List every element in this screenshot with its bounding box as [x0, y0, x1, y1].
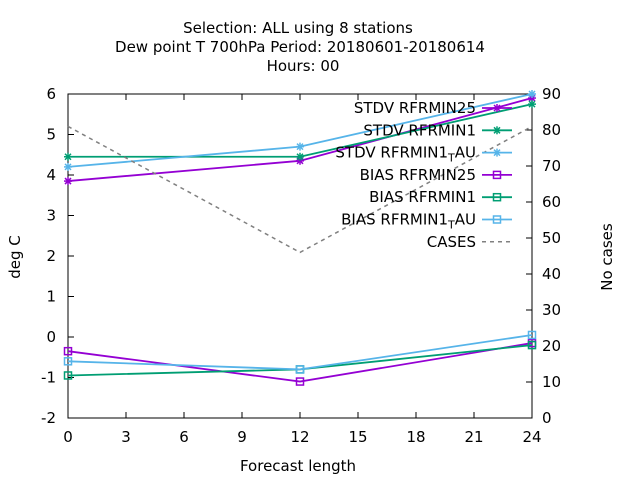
data-point-marker-stroke [64, 163, 72, 171]
data-point-marker [64, 152, 72, 161]
data-point-marker-stroke [64, 153, 72, 161]
legend-label-main: BIAS RFRMIN1 [341, 211, 448, 229]
y-tick-label: 2 [46, 247, 56, 265]
y-tick-label: 4 [46, 166, 56, 184]
y2-tick-label: 0 [542, 409, 552, 427]
y-tick-label: -1 [41, 369, 56, 387]
series-bias-rfrmin1-t-au [63, 330, 537, 374]
data-point-marker [63, 346, 73, 356]
legend-entry: STDV RFRMIN1TAU [335, 144, 512, 165]
data-point-marker [528, 100, 536, 109]
data-point-marker [493, 104, 501, 112]
data-point-marker [64, 162, 72, 171]
series-line [67, 334, 533, 371]
data-point-marker-stroke [493, 104, 501, 112]
legend-label: BIAS RFRMIN25 [360, 166, 476, 184]
y2-tick-label: 40 [542, 265, 561, 283]
y2-tick-label: 50 [542, 229, 561, 247]
data-point-marker [63, 357, 73, 366]
y2-tick-label: 60 [542, 193, 561, 211]
data-point-marker [527, 330, 537, 340]
data-point-marker [295, 377, 305, 386]
x-tick-label: 9 [237, 428, 247, 446]
y-tick-label: -2 [41, 409, 56, 427]
legend-label-main: STDV RFRMIN1 [335, 144, 448, 162]
data-point-marker [296, 152, 304, 161]
y-tick-label: 6 [46, 85, 56, 103]
legend-entry: CASES [427, 233, 512, 251]
y-tick-label: 3 [46, 207, 56, 225]
x-axis-label: Forecast length [240, 457, 356, 475]
chart-title-line: Selection: ALL using 8 stations [183, 19, 413, 37]
y2-tick-label: 30 [542, 301, 561, 319]
y-tick-label: 5 [46, 126, 56, 144]
data-point-marker [493, 126, 501, 135]
series-stdv-rfrmin1-t-au [64, 90, 536, 171]
x-tick-label: 18 [406, 428, 425, 446]
data-point-marker [492, 215, 502, 224]
legend-label: STDV RFRMIN25 [354, 99, 476, 117]
data-point-marker-stroke [528, 90, 536, 98]
legend-label-tail: AU [455, 211, 476, 229]
data-point-marker [492, 170, 502, 180]
series-layer [63, 90, 537, 386]
data-point-marker-stroke [296, 153, 304, 161]
y2-axis-label: No cases [598, 223, 616, 291]
y2-tick-label: 90 [542, 85, 561, 103]
y-tick-label: 0 [46, 328, 56, 346]
y-tick-label: 1 [46, 288, 56, 306]
data-point-marker [492, 192, 502, 202]
legend-entry: STDV RFRMIN25 [354, 99, 512, 117]
legend-label: BIAS RFRMIN1TAU [341, 211, 476, 232]
data-point-marker-stroke [528, 100, 536, 108]
legend-entry: BIAS RFRMIN1TAU [341, 211, 512, 232]
data-point-marker [295, 365, 305, 374]
x-tick-label: 21 [464, 428, 483, 446]
legend-label: STDV RFRMIN1 [363, 121, 476, 139]
data-point-marker [528, 90, 536, 98]
ticks: 0 3 6 9 12 15 18 21 24-2-10123456010203040506070… [41, 85, 561, 446]
y2-tick-label: 70 [542, 157, 561, 175]
x-tick-label: 12 [290, 428, 309, 446]
data-point-marker [63, 371, 73, 380]
x-tick-label: 6 [179, 428, 189, 446]
data-point-marker-stroke [64, 177, 72, 185]
legend-entry: STDV RFRMIN1 [363, 121, 512, 139]
data-point-marker-stroke [493, 126, 501, 134]
legend-entry: BIAS RFRMIN25 [360, 166, 512, 184]
x-tick-label: 24 [522, 428, 541, 446]
legend-label: STDV RFRMIN1TAU [335, 144, 476, 165]
legend-label: CASES [427, 233, 476, 251]
y2-tick-label: 80 [542, 121, 561, 139]
data-point-marker [296, 142, 304, 151]
x-tick-label: 15 [348, 428, 367, 446]
series-line [67, 342, 533, 383]
data-point-marker-stroke [493, 149, 501, 157]
series-cases [67, 125, 533, 254]
series-stdv-rfrmin1 [64, 100, 536, 161]
data-point-marker-stroke [296, 143, 304, 151]
legend-label: BIAS RFRMIN1 [369, 188, 476, 206]
legend-label-subscript: T [447, 152, 455, 165]
y2-tick-label: 20 [542, 337, 561, 355]
legend-label-tail: AU [455, 144, 476, 162]
chart-title: Selection: ALL using 8 stations Dew poin… [115, 19, 485, 75]
data-point-marker [527, 340, 537, 350]
data-point-marker [493, 148, 501, 157]
chart-title-line: Dew point T 700hPa Period: 20180601-2018… [115, 38, 485, 56]
data-point-marker [64, 177, 72, 186]
x-tick-label: 3 [121, 428, 131, 446]
x-tick-label: 0 [63, 428, 73, 446]
legend-entry: BIAS RFRMIN1 [369, 188, 512, 206]
legend-label-subscript: T [447, 219, 455, 232]
y-axis-label: deg C [6, 235, 24, 279]
chart-title-line: Hours: 00 [267, 57, 340, 75]
y2-tick-label: 10 [542, 373, 561, 391]
series-line [67, 125, 533, 254]
